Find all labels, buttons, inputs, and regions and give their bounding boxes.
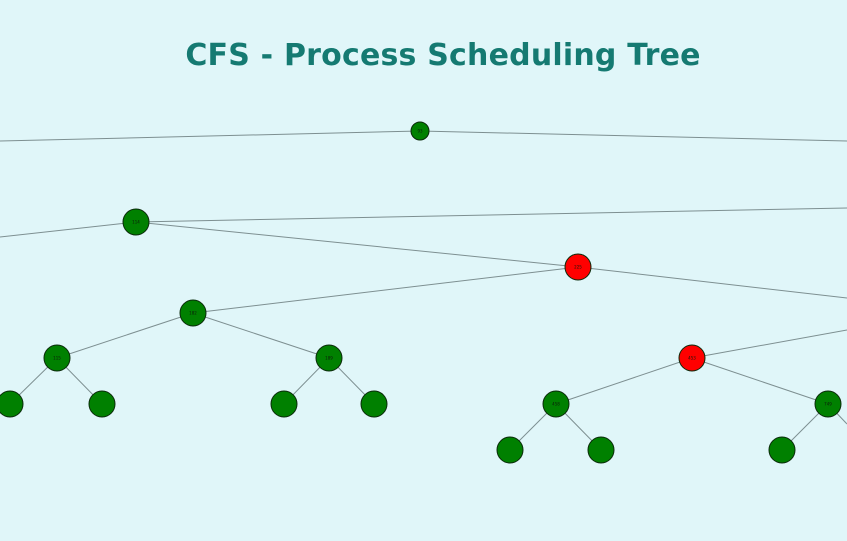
node-label: 225 [574,265,582,270]
black-node-circle [768,436,796,464]
black-node-circle [542,390,570,418]
tree-node: 182 [179,299,207,327]
node-label: 182 [189,311,197,316]
black-node-circle [179,299,207,327]
tree-edge [577,266,847,299]
black-node-circle [88,390,116,418]
tree-node: 225 [564,253,592,281]
tree-edge [135,207,847,223]
black-node-circle [315,344,343,372]
tree-edge [419,130,847,142]
black-node-circle [122,208,150,236]
tree-node: 453 [678,344,706,372]
node-label: 93 [417,129,423,134]
tree-node: 458 [542,390,570,418]
tree-edge [691,329,847,359]
tree-edge [0,130,421,142]
tree-edge [56,312,194,359]
tree-edge [691,357,829,405]
node-label: 458 [552,402,560,407]
node-label: 189 [325,356,333,361]
tree-node: 189 [315,344,343,372]
tree-edge [192,266,579,314]
tree-node [88,390,116,418]
tree-node [768,436,796,464]
tree-edge [135,221,579,268]
black-node-circle [270,390,298,418]
tree-node: 93 [410,121,430,141]
black-node-circle [0,390,24,418]
red-node-circle [678,344,706,372]
black-node-circle [814,390,842,418]
tree-node: 114 [122,208,150,236]
tree-edges [0,130,847,451]
tree-node: 749 [814,390,842,418]
tree-edge [0,221,137,238]
tree-node [496,436,524,464]
tree-nodes: 93 114 225 182 115 189 453 458 749 [0,121,842,464]
page-title: CFS - Process Scheduling Tree [185,38,701,73]
tree-node [0,390,24,418]
tree-edge [192,312,330,359]
black-node-circle [410,121,430,141]
tree-node [270,390,298,418]
red-node-circle [564,253,592,281]
node-label: 115 [53,356,61,361]
tree-node [360,390,388,418]
tree-edge [555,357,693,405]
node-label: 114 [132,220,140,225]
black-node-circle [43,344,71,372]
node-label: 749 [824,402,832,407]
black-node-circle [587,436,615,464]
tree-node [587,436,615,464]
black-node-circle [496,436,524,464]
black-node-circle [360,390,388,418]
tree-node: 115 [43,344,71,372]
node-label: 453 [688,356,696,361]
